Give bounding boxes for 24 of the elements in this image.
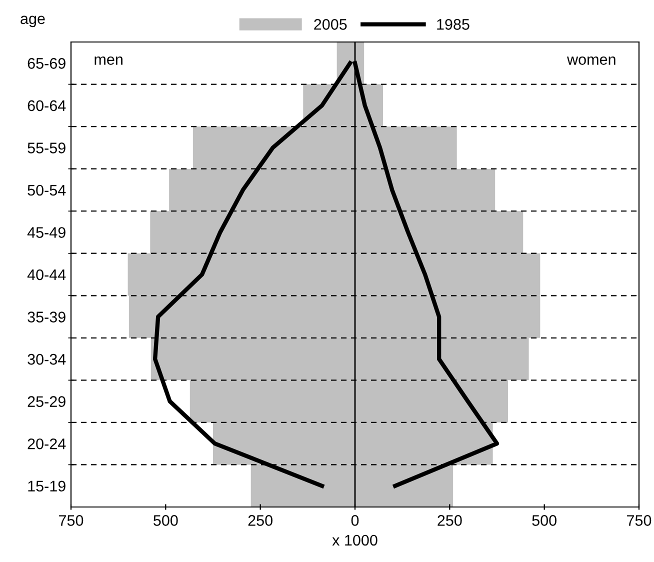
- y-tick-label: 20-24: [28, 438, 66, 450]
- y-tick-label: 55-59: [28, 142, 66, 154]
- y-tick-label: 50-54: [28, 184, 66, 196]
- y-tick-label: 25-29: [28, 396, 66, 408]
- x-tick-label: 0: [351, 515, 359, 526]
- y-tick-label: 65-69: [28, 58, 66, 69]
- y-tick-label: 45-49: [27, 227, 66, 238]
- x-tick-label: 250: [438, 515, 462, 526]
- annotation: men: [94, 56, 122, 65]
- x-tick-label: 500: [532, 515, 556, 526]
- annotation: women: [567, 56, 616, 65]
- x-tick-label: 750: [627, 515, 652, 526]
- y-tick-label: 40-44: [27, 269, 66, 280]
- x-axis-title: x 1000: [332, 534, 378, 546]
- y-tick-label: 15-19: [28, 480, 66, 492]
- y-tick-label: 60-64: [28, 100, 66, 112]
- legend-label: 2005: [314, 18, 347, 30]
- y-tick-label: 35-39: [28, 312, 66, 322]
- y-tick-label: 30-34: [28, 354, 66, 365]
- x-tick-label: 250: [248, 515, 272, 526]
- legend-label: 1985: [437, 18, 470, 30]
- x-tick-label: 500: [154, 515, 178, 526]
- y-axis-title: age: [20, 16, 45, 28]
- x-tick-label: 750: [59, 515, 84, 526]
